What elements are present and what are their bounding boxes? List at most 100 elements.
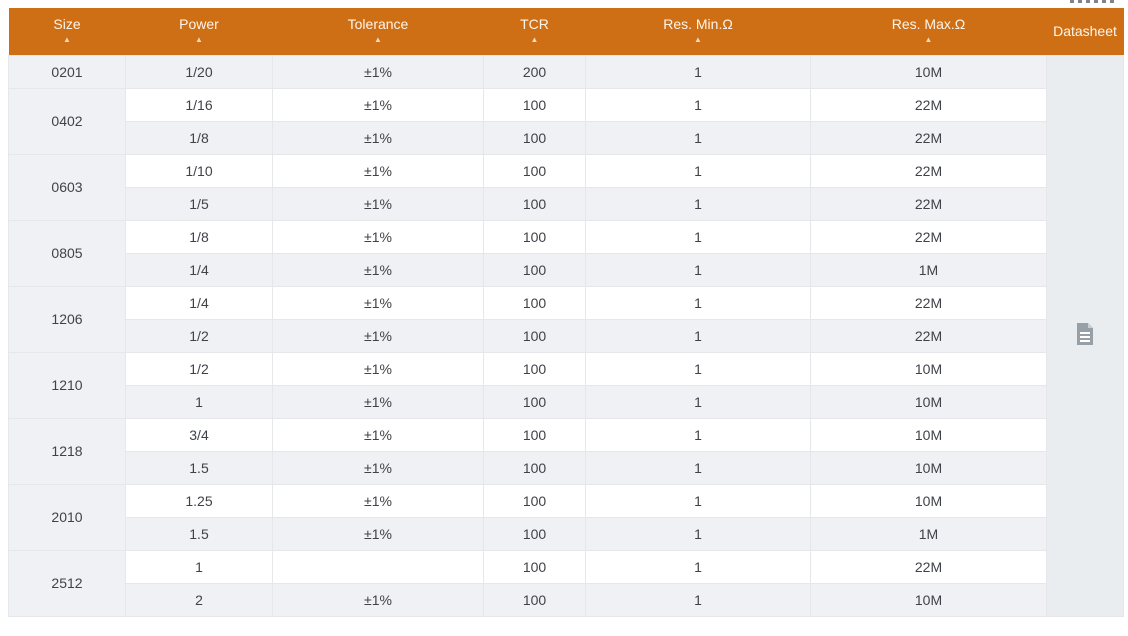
table-row: 0603 1/10 ±1% 100 1 22M [8,153,1124,221]
sort-asc-icon: ▲ [63,35,71,44]
power-cell: 1/2 [125,351,273,386]
tcr-cell: 100 [483,384,586,419]
header-row: Size ▲ Power ▲ Tolerance ▲ [8,8,1124,55]
res-max-cell: 1M [810,252,1047,287]
resistor-spec-table: Size ▲ Power ▲ Tolerance ▲ [8,8,1124,617]
page: Size ▲ Power ▲ Tolerance ▲ [8,0,1124,617]
tolerance-cell: ±1% [272,351,484,386]
size-cell: 2512 [8,549,126,617]
table-row: 1206 1/4 ±1% 100 1 22M [8,285,1124,353]
table-row: 1218 3/4 ±1% 100 1 10M [8,417,1124,485]
sort-asc-icon: ▲ [694,35,702,44]
size-cell: 0402 [8,87,126,155]
column-header-label: Tolerance [347,16,409,32]
res-max-cell: 1M [810,516,1047,551]
res-min-cell: 1 [585,87,811,122]
power-cell: 1/5 [125,186,273,221]
tcr-cell: 100 [483,549,586,584]
res-max-cell: 22M [810,153,1047,188]
res-max-cell: 10M [810,582,1047,617]
table-row: 1.5 ±1% 100 1 1M [9,516,1124,551]
tcr-cell: 200 [483,54,586,89]
power-cell: 1.5 [125,516,273,551]
tcr-cell: 100 [483,351,586,386]
table-header: Size ▲ Power ▲ Tolerance ▲ [8,8,1124,55]
column-header-label: Datasheet [1053,23,1117,40]
power-cell: 1/4 [125,252,273,287]
column-header-res-min[interactable]: Res. Min.Ω ▲ [585,8,811,55]
table-row: 1/8 ±1% 100 1 22M [9,120,1124,155]
power-cell: 2 [125,582,273,617]
tolerance-cell: ±1% [272,285,484,320]
tolerance-cell: ±1% [272,450,484,485]
datasheet-cell [1046,54,1124,617]
res-max-cell: 10M [810,351,1047,386]
tcr-cell: 100 [483,318,586,353]
table-row: 2010 1.25 ±1% 100 1 10M [8,483,1124,551]
res-min-cell: 1 [585,153,811,188]
tcr-cell: 100 [483,483,586,518]
column-header-power[interactable]: Power ▲ [125,8,273,55]
column-header-label: Size [53,16,81,32]
size-cell: 0603 [8,153,126,221]
column-header-datasheet: Datasheet [1046,8,1124,55]
res-max-cell: 22M [810,285,1047,320]
res-min-cell: 1 [585,516,811,551]
tolerance-cell: ±1% [272,252,484,287]
tolerance-cell: ±1% [272,153,484,188]
table-row: 1.5 ±1% 100 1 10M [9,450,1124,485]
tolerance-cell: ±1% [272,186,484,221]
power-cell: 1/4 [125,285,273,320]
tcr-cell: 100 [483,252,586,287]
tolerance-cell: ±1% [272,120,484,155]
column-header-tolerance[interactable]: Tolerance ▲ [272,8,484,55]
size-cell: 1218 [8,417,126,485]
table-row: 1/5 ±1% 100 1 22M [9,186,1124,221]
tcr-cell: 100 [483,582,586,617]
res-min-cell: 1 [585,219,811,254]
tcr-cell: 100 [483,87,586,122]
tolerance-cell: ±1% [272,87,484,122]
power-cell: 1.5 [125,450,273,485]
res-max-cell: 22M [810,87,1047,122]
tolerance-cell: ±1% [272,219,484,254]
sort-asc-icon: ▲ [924,35,933,44]
res-max-cell: 10M [810,384,1047,419]
table-row: 2 ±1% 100 1 10M [9,582,1124,617]
column-header-label: Res. Max.Ω [891,16,966,32]
res-min-cell: 1 [585,450,811,485]
table-row: 1/4 ±1% 100 1 1M [9,252,1124,287]
res-max-cell: 22M [810,120,1047,155]
size-cell: 2010 [8,483,126,551]
column-header-label: Res. Min.Ω [663,16,733,32]
tolerance-cell: ±1% [272,582,484,617]
power-cell: 1/8 [125,219,273,254]
tolerance-cell: ±1% [272,483,484,518]
res-min-cell: 1 [585,54,811,89]
tolerance-cell: ±1% [272,516,484,551]
size-cell: 1210 [8,351,126,419]
res-max-cell: 10M [810,450,1047,485]
res-max-cell: 10M [810,54,1047,89]
res-min-cell: 1 [585,186,811,221]
sort-asc-icon: ▲ [530,35,539,44]
res-min-cell: 1 [585,582,811,617]
table-row: 1 ±1% 100 1 10M [9,384,1124,419]
power-cell: 1/20 [125,54,273,89]
column-header-label: Power [179,16,219,32]
table-row: 0402 1/16 ±1% 100 1 22M [8,87,1124,155]
column-header-size[interactable]: Size ▲ [8,8,126,55]
table-row: 0201 1/20 ±1% 200 1 10M [8,54,1124,617]
file-document-icon[interactable] [1075,322,1095,346]
res-max-cell: 22M [810,219,1047,254]
res-min-cell: 1 [585,384,811,419]
res-max-cell: 22M [810,549,1047,584]
res-min-cell: 1 [585,252,811,287]
res-min-cell: 1 [585,351,811,386]
clipped-text-fragment [1070,0,1118,3]
res-min-cell: 1 [585,318,811,353]
tcr-cell: 100 [483,219,586,254]
tcr-cell: 100 [483,417,586,452]
column-header-tcr[interactable]: TCR ▲ [483,8,586,55]
column-header-res-max[interactable]: Res. Max.Ω ▲ [810,8,1047,55]
